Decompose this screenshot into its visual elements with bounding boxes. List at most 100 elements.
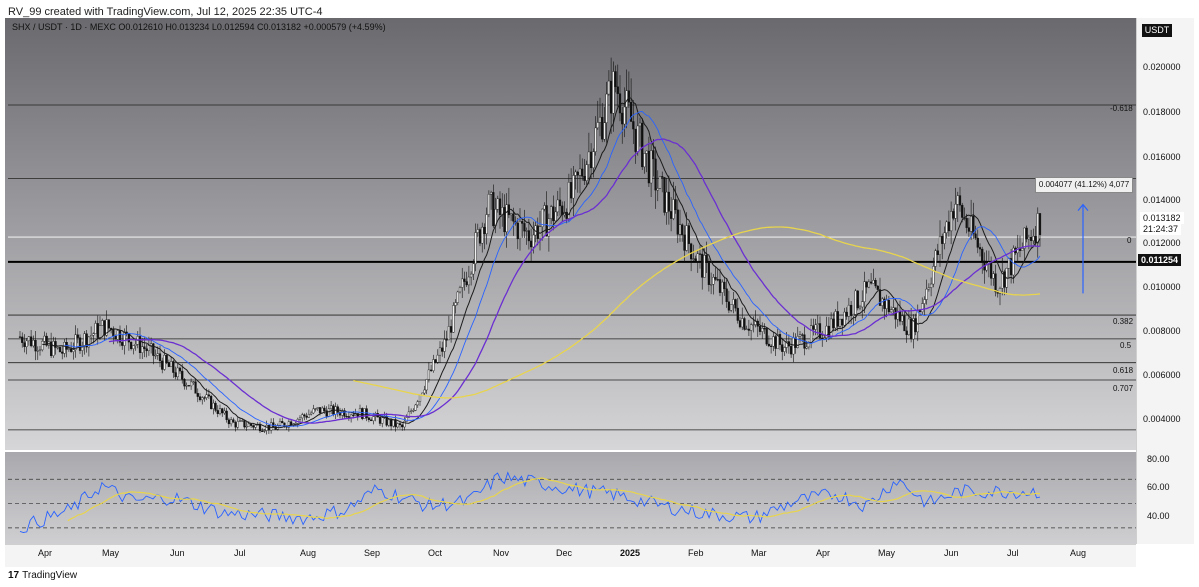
candle-body: [916, 310, 919, 333]
candle-body: [27, 336, 30, 342]
candle-body: [956, 195, 959, 205]
candle-body: [852, 314, 855, 316]
fib-label-zero: 0: [1127, 236, 1132, 245]
candle-body: [301, 414, 304, 419]
candle-body: [814, 324, 817, 330]
candle-body: [290, 421, 293, 426]
candle-body: [467, 276, 470, 286]
candle-body: [798, 334, 802, 337]
candle-body: [152, 343, 155, 356]
candle-body: [878, 289, 882, 306]
candle-body: [890, 309, 893, 313]
ma-blue-line: [64, 111, 1041, 427]
rsi-ma-line: [67, 477, 1041, 522]
candle-body: [1032, 236, 1035, 241]
candle-body: [518, 221, 522, 240]
candle-body: [236, 421, 239, 428]
candle-body: [298, 417, 302, 420]
candle-body: [645, 150, 648, 154]
candle-body: [325, 410, 328, 417]
candle-body: [287, 421, 290, 428]
candle-body: [616, 86, 619, 94]
candle-body: [414, 404, 417, 411]
candle-body: [872, 280, 875, 284]
candle-body: [847, 304, 850, 317]
candle-body: [718, 279, 722, 293]
candle-body: [965, 218, 968, 228]
candle-body: [487, 194, 490, 215]
candle-body: [243, 420, 246, 428]
candle-body: [634, 128, 637, 152]
candle-body: [163, 354, 166, 370]
candle-body: [67, 348, 70, 350]
candle-body: [721, 281, 724, 293]
candle-body: [994, 273, 997, 293]
candle-body: [241, 420, 244, 422]
fib-label-05: 0.5: [1120, 341, 1132, 350]
rsi-pane[interactable]: [5, 452, 1136, 544]
candle-body: [961, 204, 964, 218]
price-tick: 0.020000: [1143, 62, 1181, 72]
candle-body: [54, 341, 57, 348]
candle-body: [161, 360, 164, 370]
candle-body: [741, 318, 744, 328]
candle-body: [832, 318, 835, 329]
candle-body: [434, 359, 437, 363]
candle-body: [94, 323, 97, 334]
currency-button[interactable]: USDT: [1142, 24, 1172, 37]
countdown-tag: 21:24:37: [1140, 223, 1182, 235]
candle-body: [398, 423, 402, 426]
candle-body: [838, 318, 842, 327]
candle-body: [590, 151, 593, 169]
candle-body: [254, 424, 257, 428]
candle-body: [23, 342, 26, 347]
candle-body: [1021, 248, 1024, 251]
candle-body: [632, 121, 635, 130]
ma-yellow-line: [353, 226, 1041, 399]
candle-body: [918, 310, 922, 313]
fib-label-0382: 0.382: [1113, 317, 1134, 326]
candle-body: [761, 328, 764, 332]
candle-body: [594, 127, 597, 152]
candle-body: [650, 150, 653, 184]
candle-body: [714, 277, 717, 280]
candle-body: [445, 339, 448, 341]
price-tick: 0.012000: [1143, 238, 1181, 248]
candle-body: [427, 369, 430, 380]
candle-body: [941, 235, 944, 244]
candle-body: [87, 336, 90, 348]
candle-body: [732, 299, 735, 305]
candle-body: [154, 355, 157, 357]
candle-body: [307, 414, 310, 418]
candle-body: [767, 343, 770, 347]
month-label: Nov: [493, 548, 510, 558]
candle-body: [272, 422, 275, 428]
candle-body: [943, 232, 946, 244]
candle-body: [1001, 271, 1004, 289]
candle-body: [796, 336, 799, 348]
candle-body: [214, 402, 217, 411]
candle-body: [836, 311, 839, 327]
candle-body: [792, 337, 795, 355]
candle-body: [350, 414, 353, 418]
candle-body: [210, 395, 213, 409]
price-range-measure-label[interactable]: 0.004077 (41.12%) 4,077: [1035, 177, 1133, 193]
candle-body: [250, 423, 253, 426]
candle-body: [32, 340, 35, 347]
candle-body: [638, 122, 642, 127]
candle-body: [958, 195, 962, 206]
candle-body: [187, 385, 190, 387]
candle-body: [698, 253, 702, 255]
candle-body: [685, 225, 688, 251]
main-price-pane[interactable]: [5, 18, 1136, 450]
candle-body: [390, 419, 393, 427]
candle-body: [450, 326, 453, 333]
candle-body: [141, 346, 144, 353]
candle-body: [974, 233, 977, 239]
time-scale[interactable]: [5, 544, 1136, 567]
price-tick: 0.010000: [1143, 282, 1181, 292]
candle-body: [545, 205, 548, 237]
candle-body: [481, 226, 484, 244]
price-scale[interactable]: [1136, 18, 1194, 544]
candle-body: [232, 419, 235, 423]
